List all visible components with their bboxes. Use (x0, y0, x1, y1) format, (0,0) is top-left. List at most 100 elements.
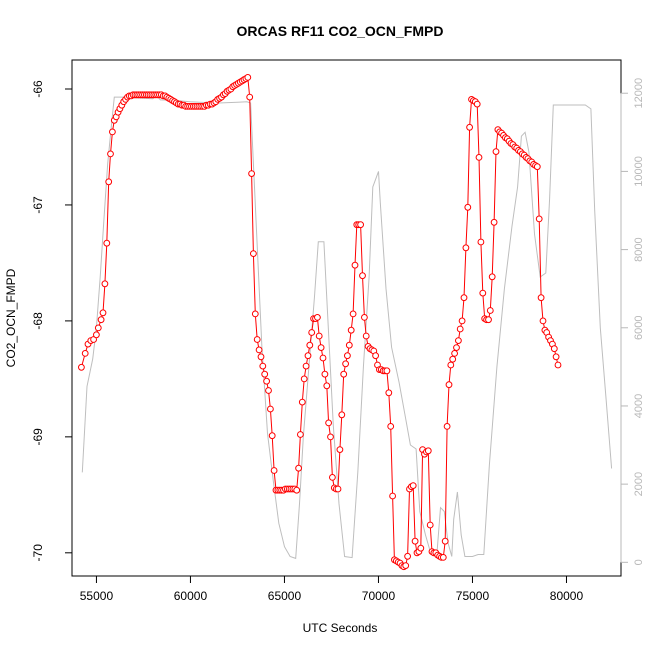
data-point (261, 370, 269, 378)
data-point (453, 344, 460, 352)
data-point (344, 352, 351, 360)
data-point (443, 423, 451, 430)
y2-tick-label: 0 (633, 559, 645, 565)
data-point (308, 329, 316, 336)
data-point (535, 215, 543, 223)
data-point (304, 352, 312, 360)
data-point (460, 294, 468, 302)
data-point (268, 432, 276, 440)
y2-tick-label: 10000 (633, 156, 645, 187)
data-point (439, 554, 447, 561)
data-point (409, 482, 417, 490)
data-point (462, 244, 470, 252)
data-point (362, 332, 370, 340)
data-point (458, 317, 466, 325)
data-point (402, 562, 410, 569)
data-point (456, 325, 464, 333)
data-point (372, 352, 380, 360)
data-point (259, 362, 267, 370)
data-point (97, 316, 105, 324)
data-point (314, 314, 321, 321)
data-point (267, 405, 274, 413)
y-axis-right: 0 2000 4000 6000 8000 10000 12000 (620, 78, 645, 565)
data-point (315, 332, 323, 340)
x-tick-label: 65000 (268, 589, 302, 603)
y2-tick-label: 6000 (633, 316, 645, 340)
data-point (99, 309, 107, 317)
data-point (445, 381, 453, 389)
data-point (550, 345, 558, 353)
data-point (270, 467, 278, 474)
data-point (345, 341, 353, 349)
y-tick-label: -67 (31, 196, 45, 214)
data-point (336, 446, 344, 454)
data-point (426, 521, 434, 529)
data-point (447, 361, 455, 369)
data-point (485, 316, 492, 324)
data-point (466, 123, 474, 131)
plot-frame (71, 59, 622, 577)
data-point (351, 261, 359, 269)
data-point (293, 486, 301, 494)
data-point (359, 272, 366, 280)
y-tick-label: -70 (31, 544, 45, 562)
data-point (244, 74, 252, 81)
data-point (251, 310, 259, 318)
data-point (107, 150, 114, 158)
x-tick-label: 75000 (456, 589, 490, 603)
data-point (488, 273, 496, 281)
data-point (404, 552, 412, 560)
data-point (302, 362, 310, 370)
data-point (78, 363, 85, 371)
data-point (323, 382, 331, 390)
data-point (306, 341, 314, 349)
y-axis-left: -70 -69 -68 -67 -66 (31, 80, 73, 562)
data-point (486, 307, 494, 314)
x-tick-label: 70000 (362, 589, 396, 603)
y2-tick-label: 2000 (633, 472, 645, 496)
data-point (93, 331, 100, 339)
data-point (342, 360, 350, 368)
data-point (539, 317, 547, 325)
x-axis-label: UTC Seconds (303, 621, 378, 635)
y-axis-label: CO2_OCN_FMPD (4, 268, 18, 367)
data-point (297, 431, 304, 438)
data-point (327, 433, 334, 441)
x-tick-label: 60000 (174, 589, 208, 603)
data-point (246, 93, 254, 101)
data-point (325, 419, 333, 427)
data-point (492, 148, 500, 156)
data-point (349, 310, 357, 318)
data-point (387, 423, 395, 430)
data-point (255, 346, 263, 354)
data-point (411, 537, 419, 545)
chart-title: ORCAS RF11 CO2_OCN_FMPD (237, 23, 444, 39)
data-point (533, 163, 541, 171)
data-point (109, 128, 116, 136)
data-point (319, 354, 327, 362)
data-point (389, 492, 397, 500)
data-point (105, 178, 113, 186)
data-point (103, 239, 111, 247)
data-point (257, 353, 265, 361)
data-point (263, 377, 271, 385)
data-point (334, 485, 342, 493)
data-point (81, 350, 89, 357)
data-point (265, 387, 272, 394)
data-point (357, 221, 365, 229)
data-point (464, 203, 472, 211)
data-point (417, 544, 425, 552)
data-point (473, 100, 481, 108)
data-point (250, 250, 257, 258)
data-point (455, 337, 462, 345)
data-point (475, 154, 483, 161)
data-point (94, 324, 102, 332)
data-point (295, 464, 303, 472)
data-point (441, 537, 449, 545)
data-point (552, 353, 560, 361)
data-point (361, 314, 368, 321)
data-point (347, 326, 355, 334)
data-point (317, 344, 325, 352)
x-tick-label: 80000 (550, 589, 584, 603)
